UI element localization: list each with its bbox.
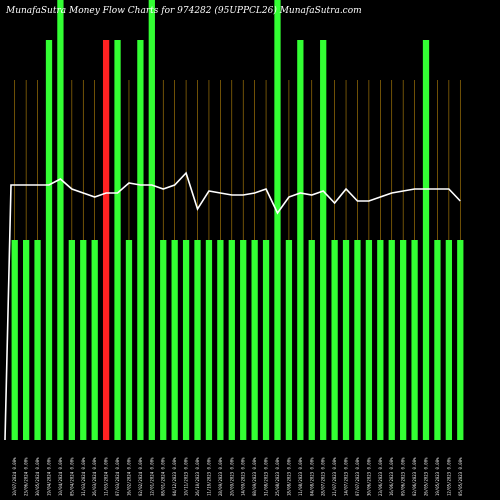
x-tick-label: 16/02/2024 0.00% [126, 457, 131, 496]
x-tick-label: 07/03/2024 0.00% [115, 457, 120, 496]
x-tick-label: 02/06/2023 0.00% [412, 457, 417, 496]
x-tick-label: 14/07/2023 0.00% [344, 457, 349, 496]
x-tick-label: 09/06/2023 0.00% [401, 457, 406, 496]
x-tick-label: 26/10/2023 0.00% [195, 457, 200, 496]
money-flow-bar [102, 40, 110, 440]
x-tick-label: 20/09/2023 0.00% [229, 457, 234, 496]
x-tick-label: 16/06/2023 0.00% [389, 457, 394, 496]
money-flow-bar [45, 40, 53, 440]
money-flow-bar [171, 240, 178, 440]
money-flow-bar [365, 240, 373, 440]
x-tick-label: 10/11/2023 0.00% [184, 457, 189, 496]
money-flow-bar [388, 240, 395, 440]
money-flow-bar [80, 240, 87, 440]
money-flow-bar [274, 0, 281, 440]
x-tick-label: 11/08/2023 0.00% [298, 457, 303, 496]
x-tick-label: 30/05/2024 0.00% [35, 457, 40, 496]
money-flow-bar [160, 240, 167, 440]
x-tick-label: 08/09/2023 0.00% [252, 457, 257, 496]
money-flow-bar [240, 240, 247, 440]
money-flow-bar [297, 40, 304, 440]
x-tick-label: 04/08/2023 0.00% [309, 457, 314, 496]
money-flow-bar [377, 240, 384, 440]
money-flow-bar [228, 240, 235, 440]
x-tick-label: 07/07/2023 0.00% [355, 457, 360, 496]
x-tick-label: 02/02/2024 0.00% [138, 457, 143, 496]
chart-title: MunafaSutra Money Flow Charts for 974282… [5, 5, 362, 16]
x-tick-label: 04/12/2023 0.00% [172, 457, 177, 496]
x-tick-label: 10/04/2024 0.00% [58, 457, 63, 496]
money-flow-bar [434, 240, 441, 440]
x-tick-label: 26/05/2023 0.00% [424, 457, 429, 496]
x-tick-label: 31/08/2023 0.00% [264, 457, 269, 496]
x-tick-label: 05/04/2024 0.00% [69, 457, 74, 496]
money-flow-bar [342, 240, 350, 440]
money-flow-bar [125, 240, 133, 440]
money-flow-bar [137, 40, 144, 440]
money-flow-bar [23, 240, 30, 440]
x-tick-label: 21/07/2023 0.00% [332, 457, 337, 496]
money-flow-bar [251, 240, 258, 440]
x-tick-label: 12/05/2023 0.00% [446, 457, 451, 496]
x-tick-label: 23/06/2024 0.00% [24, 457, 29, 496]
x-tick-label: 11/10/2023 0.00% [206, 457, 211, 496]
money-flow-bar [182, 240, 190, 440]
money-flow-bar [411, 240, 418, 440]
x-tick-label: 19/04/2024 0.00% [46, 457, 51, 496]
x-tick-label: 26/03/2024 0.00% [92, 457, 97, 496]
x-tick-label: 08/01/2024 0.00% [161, 457, 166, 496]
money-flow-bar [308, 240, 315, 440]
money-flow-bar [320, 40, 327, 440]
money-flow-bar [68, 240, 75, 440]
x-tick-label: 23/06/2023 0.00% [378, 457, 383, 496]
money-flow-bar [422, 40, 430, 440]
money-flow-bar [91, 240, 98, 440]
money-flow-bar [194, 240, 201, 440]
x-tick-label: 11/03/2024 0.00% [104, 457, 109, 496]
money-flow-bar [11, 240, 18, 440]
money-flow-bar [34, 240, 41, 440]
money-flow-bar [148, 0, 155, 440]
x-tick-label: 28/07/2023 0.00% [321, 457, 326, 496]
money-flow-bar [114, 40, 121, 440]
money-flow-bar [262, 240, 270, 440]
money-flow-bar [205, 240, 213, 440]
money-flow-bar [354, 240, 361, 440]
money-flow-bar [445, 240, 452, 440]
x-tick-label: 10/07/2024 0.00% [12, 457, 17, 496]
price-line-group [4, 171, 461, 441]
x-tick-label: 25/08/2023 0.00% [275, 457, 280, 496]
x-tick-label: 30/06/2023 0.00% [366, 457, 371, 496]
x-tick-labels: 10/07/2024 0.00% 23/06/2024 0.00% 30/05/20… [12, 457, 463, 496]
x-tick-label: 05/05/2023 0.00% [458, 457, 463, 496]
x-tick-label: 19/05/2023 0.00% [435, 457, 440, 496]
money-flow-bar [331, 240, 338, 440]
x-tick-label: 12/01/2024 0.00% [149, 457, 154, 496]
money-flow-bars [11, 0, 464, 440]
money-flow-bar [57, 0, 64, 440]
money-flow-bar [217, 240, 224, 440]
x-tick-label: 31/03/2024 0.00% [81, 457, 86, 496]
money-flow-bar [457, 240, 464, 440]
money-flow-bar [285, 240, 293, 440]
x-tick-label: 28/09/2023 0.00% [218, 457, 223, 496]
x-tick-label: 14/09/2023 0.00% [241, 457, 246, 496]
money-flow-bar [400, 240, 407, 440]
x-tick-label: 18/08/2023 0.00% [286, 457, 291, 496]
price-line [4, 171, 461, 441]
